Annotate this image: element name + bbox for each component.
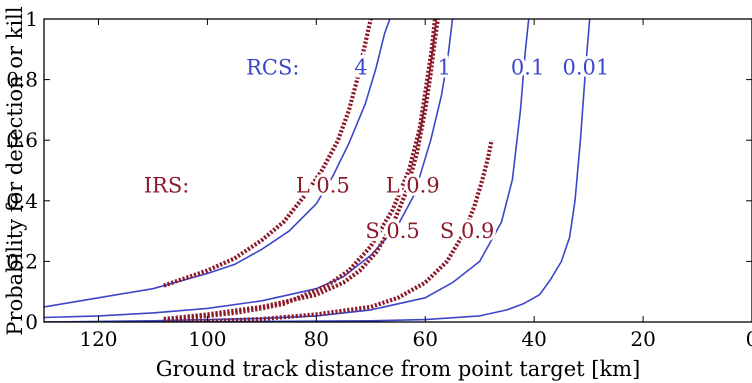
y-tick-label: 0.6 — [6, 128, 38, 152]
rcs-label-0-01: 0.01 — [563, 55, 610, 79]
rcs-label-1: 1 — [438, 55, 451, 79]
x-axis-title: Ground track distance from point target … — [156, 357, 641, 381]
irs-label-l-0-9: L 0.9 — [386, 174, 440, 198]
labels-layer: RCS: 4 1 0.1 0.01 IRS: L 0.5 L 0.9 S 0.5 S 0.9 — [141, 52, 613, 246]
irs-curve-s-0-9 — [163, 139, 494, 322]
irs-label-l-0-5: L 0.5 — [296, 174, 350, 198]
plot-frame — [43, 18, 752, 323]
x-tick-label: 60 — [413, 327, 438, 351]
irs-label-s-0-9: S 0.9 — [440, 219, 494, 243]
irs-curve-l-0-5 — [163, 19, 373, 288]
y-axis-title: Probability for detection or kill — [3, 6, 27, 335]
x-tick-label: 120 — [79, 327, 117, 351]
x-tick-label: 0 — [746, 327, 752, 351]
rcs-curve-0-01 — [44, 19, 591, 322]
y-tick-label: 0 — [25, 310, 38, 334]
rcs-label-4: 4 — [354, 55, 367, 79]
y-tick-label: 0.8 — [6, 68, 38, 92]
y-tick-label: 0.2 — [6, 249, 38, 273]
x-tick-label: 100 — [188, 327, 226, 351]
rcs-curve-0-1 — [44, 19, 530, 322]
irs-label-s-0-5: S 0.5 — [365, 219, 419, 243]
curves-layer — [44, 19, 591, 322]
x-tick-label: 80 — [304, 327, 329, 351]
irs-group-label: IRS: — [144, 174, 190, 198]
x-tick-label: 20 — [630, 327, 655, 351]
y-tick-label: 1 — [25, 7, 38, 31]
rcs-group-label: RCS: — [246, 55, 299, 79]
ticks-layer: 120 100 80 60 40 20 0 0 0.2 0.4 0.6 0.8 1 — [6, 7, 752, 351]
rcs-curve-4 — [44, 19, 391, 308]
y-tick-label: 0.4 — [6, 189, 38, 213]
rcs-curve-1 — [44, 19, 454, 319]
x-tick-label: 40 — [521, 327, 546, 351]
irs-curve-s-0-5 — [163, 19, 440, 322]
rcs-label-0-1: 0.1 — [511, 55, 544, 79]
